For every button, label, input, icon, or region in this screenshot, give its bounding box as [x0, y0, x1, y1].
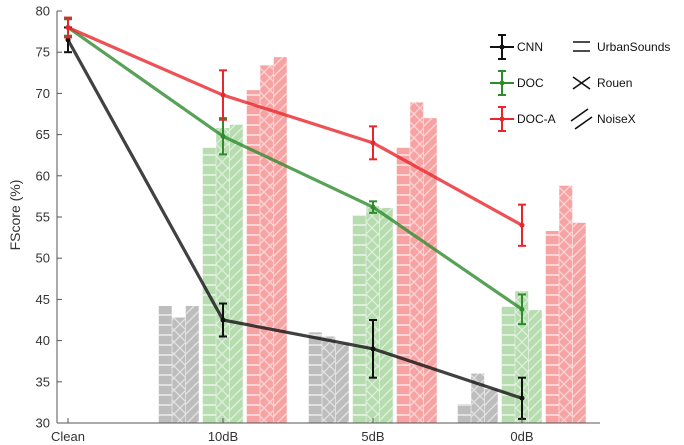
bar-hatch-noisex [484, 389, 498, 423]
bar-hatch-rouen [216, 128, 230, 423]
legend-label: DOC [517, 76, 544, 90]
line-doc-a [67, 26, 523, 227]
legend-item-rouen: Rouen [572, 76, 632, 90]
legend-label: Rouen [597, 76, 632, 90]
y-tick-label: 50 [36, 251, 50, 266]
bar-hatch-urbansounds [501, 306, 515, 423]
x-tick-label: 5dB [361, 429, 384, 444]
point-doc-a [220, 92, 226, 98]
x-tick-label: 10dB [208, 429, 238, 444]
y-tick-label: 30 [36, 416, 50, 431]
legend-item-cnn: CNN [490, 34, 543, 60]
legend-label: CNN [517, 40, 543, 54]
y-tick-label: 45 [36, 292, 50, 307]
x-tick-label: 0dB [510, 429, 533, 444]
point-cnn [370, 346, 376, 352]
bar-hatch-urbansounds [158, 305, 172, 423]
bar-hatch-rouen [322, 336, 336, 423]
legend-label: UrbanSounds [597, 40, 670, 54]
y-tick-label: 55 [36, 210, 50, 225]
point-doc-a [370, 140, 376, 146]
y-tick-label: 40 [36, 333, 50, 348]
legend-label: NoiseX [597, 112, 636, 126]
bar-hatch-urbansounds [308, 332, 322, 423]
x-tick-label: Clean [51, 429, 85, 444]
bar-hatch-rouen [410, 102, 424, 424]
point-doc [220, 133, 226, 139]
y-tick-label: 75 [36, 45, 50, 60]
point-cnn [65, 37, 71, 43]
y-tick-label: 60 [36, 168, 50, 183]
bar-hatch-urbansounds [202, 147, 216, 423]
bar-hatch-noisex [572, 222, 586, 423]
bar-hatch-noisex [528, 310, 542, 423]
bar-hatch-noisex [379, 207, 393, 423]
y-tick-label: 70 [36, 86, 50, 101]
y-axis-title: FScore (%) [7, 180, 23, 251]
y-tick-label: 65 [36, 127, 50, 142]
bar-hatch-noisex [335, 343, 349, 423]
legend-item-doc-a: DOC-A [490, 106, 556, 132]
bar-hatch-rouen [172, 317, 186, 423]
bar-hatch-noisex [185, 305, 199, 423]
bar-hatch-urbansounds [352, 215, 366, 423]
legend-item-noisex: NoiseX [570, 108, 636, 130]
bar-hatch-urbansounds [396, 147, 410, 423]
bar-hatch-rouen [366, 206, 380, 423]
point-cnn [220, 317, 226, 323]
bar-hatch-urbansounds [246, 90, 260, 423]
bar-hatch-noisex [229, 124, 243, 423]
point-doc [519, 306, 525, 312]
point-cnn [519, 395, 525, 401]
legend: CNN DOC DOC-A UrbanSounds Rouen NoiseX [490, 34, 670, 132]
legend-label: DOC-A [517, 112, 556, 126]
axes: 30 35 40 45 50 55 60 65 70 75 80 Clean 10dB 5dB 0dB F… [7, 4, 600, 444]
point-doc-a [519, 222, 525, 228]
y-ticks: 30 35 40 45 50 55 60 65 70 75 80 [36, 4, 62, 431]
bar-hatch-urbansounds [457, 404, 471, 423]
line-doc [67, 26, 523, 311]
legend-item-doc: DOC [490, 70, 544, 96]
point-doc [370, 204, 376, 210]
y-tick-label: 35 [36, 374, 50, 389]
bars-layer [158, 57, 586, 424]
bar-hatch-rouen [559, 185, 573, 423]
legend-item-urbansounds: UrbanSounds [573, 40, 670, 54]
bar-hatch-rouen [260, 65, 274, 423]
lines-layer [64, 16, 526, 420]
bar-hatch-urbansounds [545, 231, 559, 423]
x-ticks: Clean 10dB 5dB 0dB [51, 418, 534, 444]
line-cnn [66, 39, 523, 400]
point-doc-a [65, 24, 71, 30]
y-tick-label: 80 [36, 4, 50, 19]
bar-hatch-noisex [423, 118, 437, 424]
